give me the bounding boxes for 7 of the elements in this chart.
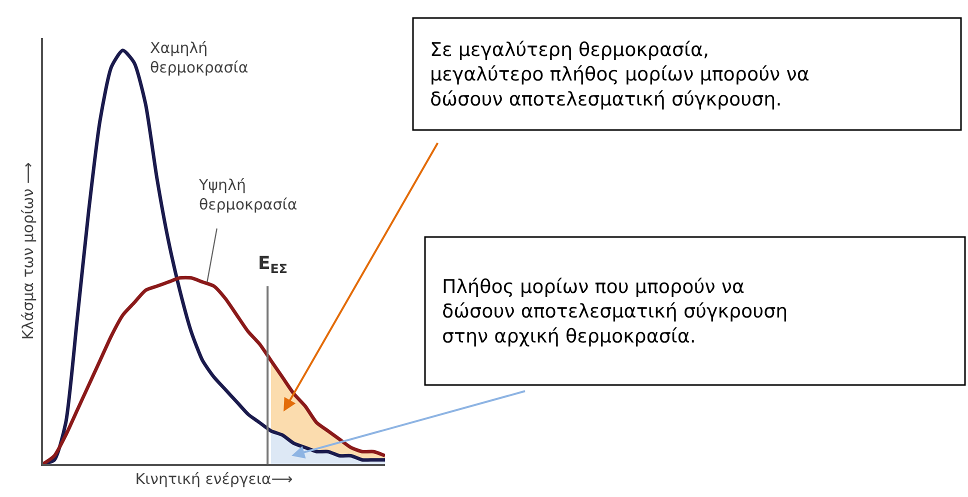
y-axis-title: Κλάσμα των μορίων ⟶ — [18, 162, 37, 340]
text: Υψηλή θερμοκρασία — [198, 176, 298, 214]
text: Πλήθος μορίων που μπορούν να δώσουν αποτελεσματική σύγκρουση στην αρχική θερμοκρασία. — [442, 276, 788, 348]
x-axis-title: Κινητική ενέργεια⟶ — [135, 470, 293, 488]
text: Σε μεγαλύτερη θερμοκρασία, μεγαλύτερο πλήθος μορίων μπορούν να δώσουν αποτελεσματική σύγκρουση. — [430, 39, 810, 110]
annotation: E$_{ΕΣ}$ — [258, 253, 288, 276]
series-label: Χαμηλή θερμοκρασία — [150, 39, 248, 76]
